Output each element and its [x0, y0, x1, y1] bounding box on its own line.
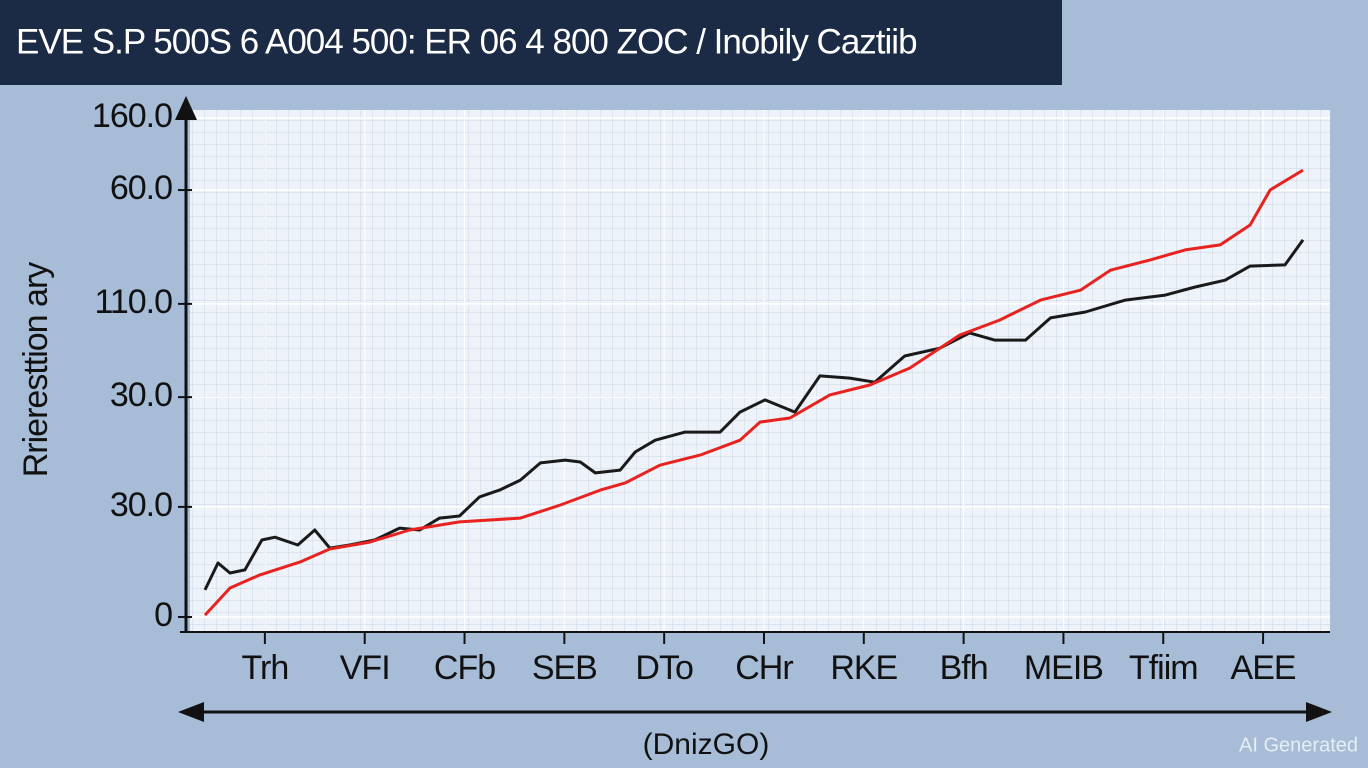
y-axis-arrow [175, 96, 197, 120]
y-tick-label: 30.0 [110, 486, 172, 524]
x-tick-label: CFb [434, 649, 495, 687]
x-arrow-left [178, 702, 204, 722]
x-arrow-right [1306, 702, 1332, 722]
y-tick-label: 60.0 [110, 169, 172, 207]
x-axis-label: (DnizGO) [643, 728, 770, 761]
y-tick-label: 110.0 [94, 283, 172, 321]
x-tick-label: CHr [735, 649, 793, 687]
x-tick-label: Tfiim [1129, 649, 1198, 687]
watermark: AI Generated [1239, 734, 1358, 756]
x-tick-label: DTo [635, 649, 693, 687]
x-tick-label: AEE [1231, 649, 1296, 687]
x-tick-label: RKE [830, 649, 897, 687]
x-tick-label: SEB [532, 649, 597, 687]
x-tick-label: Trh [242, 649, 289, 687]
data-line [203, 239, 1305, 591]
x-tick-label: MEIB [1024, 649, 1103, 687]
y-tick-label: 0 [154, 596, 172, 634]
plot-fine-grid [190, 110, 1330, 632]
title-bar [0, 0, 1062, 85]
x-tick-label: Bfh [940, 649, 988, 687]
y-tick-label: 160.0 [92, 97, 172, 135]
x-tick-label: VFI [340, 649, 390, 687]
chart-title: EVE S.P 500S 6 A004 500: ER 06 4 800 ZOC… [16, 22, 917, 61]
y-axis-label: Rrieresttion ary [17, 262, 55, 478]
data-line [203, 168, 1304, 617]
y-tick-label: 30.0 [110, 376, 172, 414]
